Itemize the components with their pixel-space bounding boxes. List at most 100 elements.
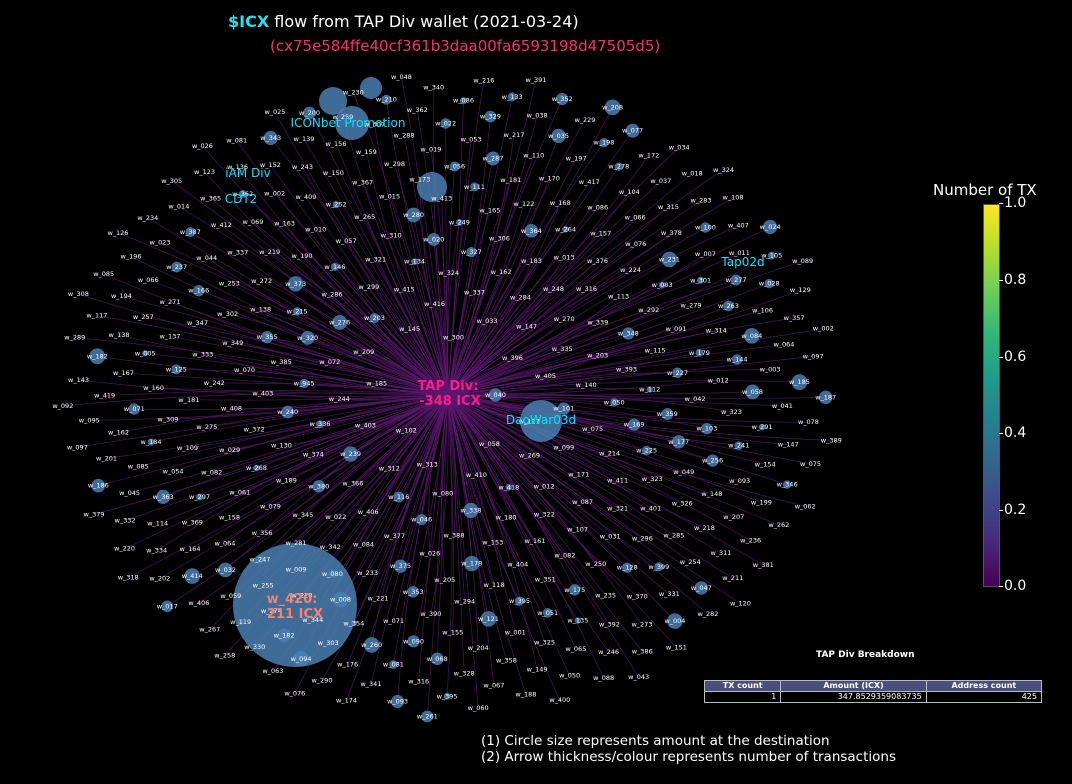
node-circle — [393, 491, 405, 503]
node-label: w_064 — [214, 540, 235, 548]
named-node-label: iAM Div — [225, 166, 270, 180]
node-label: w_186 — [88, 482, 109, 490]
node-circle — [261, 331, 274, 344]
edge-line — [303, 139, 449, 396]
edge-line — [62, 392, 449, 407]
edge-line — [129, 394, 449, 494]
edge-line — [447, 394, 676, 622]
node-label: w_044 — [196, 254, 217, 262]
node-label: w_004 — [664, 617, 685, 625]
edge-line — [447, 200, 702, 396]
edge-line — [159, 394, 449, 579]
note-arrow-thickness: (2) Arrow thickness/colour represents nu… — [481, 749, 896, 765]
node-label: w_219 — [259, 248, 280, 256]
node-label: w_390 — [420, 610, 441, 618]
node-label: w_287 — [482, 154, 503, 162]
node-label: w_357 — [784, 314, 805, 322]
node-label: w_019 — [420, 145, 441, 153]
node-label: w_116 — [388, 493, 409, 501]
node-label: w_194 — [111, 292, 132, 300]
node-label: w_086 — [587, 203, 608, 211]
node-label: w_187 — [815, 393, 836, 401]
node-circle — [701, 423, 713, 435]
edge-line — [104, 390, 449, 397]
node-label: w_264 — [555, 225, 576, 233]
node-label: w_393 — [616, 366, 637, 374]
edge-line — [77, 394, 449, 448]
node-label: w_082 — [201, 469, 222, 477]
node-label: w_166 — [188, 287, 209, 295]
node-label: w_259 — [332, 113, 353, 121]
node-label: w_273 — [631, 621, 652, 629]
node-label: w_181 — [178, 396, 199, 404]
node-label: w_168 — [550, 199, 571, 207]
node-circle — [667, 613, 683, 629]
edge-line — [426, 394, 449, 717]
node-label: w_075 — [800, 460, 821, 468]
node-circle — [661, 251, 678, 268]
node-label: w_026 — [419, 550, 440, 558]
node-label: w_185 — [366, 380, 387, 388]
node-label: w_079 — [260, 503, 281, 511]
node-circle — [486, 151, 500, 166]
node-label: w_062 — [795, 502, 816, 510]
node-label: w_064 — [773, 341, 794, 349]
node-circle — [599, 137, 609, 148]
node-label: w_178 — [461, 560, 482, 568]
node-label: w_373 — [285, 280, 306, 288]
node-circle — [731, 354, 743, 365]
edge-line — [362, 182, 449, 396]
node-label: w_338 — [460, 506, 481, 514]
node-label: w_037 — [650, 177, 671, 185]
node-circle — [218, 562, 233, 578]
node-label: w_112 — [639, 386, 660, 394]
node-label: w_292 — [638, 306, 659, 314]
node-label: w_419 — [94, 392, 115, 400]
node-label: w_285 — [663, 531, 684, 539]
node-label: w_099 — [553, 444, 574, 452]
node-circle — [627, 418, 641, 431]
node-label: w_228 — [291, 591, 312, 599]
edge-line — [446, 394, 453, 697]
edge-line — [447, 394, 639, 678]
node-label: w_297 — [189, 493, 210, 501]
node-label: w_139 — [293, 135, 314, 143]
node-label: w_086 — [453, 97, 474, 105]
edge-line — [121, 295, 449, 396]
node-label: w_067 — [483, 681, 504, 689]
node-label: w_089 — [792, 257, 813, 265]
node-label: w_184 — [141, 438, 162, 446]
node-label: w_324 — [438, 269, 459, 277]
node-label: w_009 — [286, 566, 307, 574]
node-label: w_032 — [215, 566, 236, 574]
node-label: w_211 — [722, 574, 743, 582]
node-label: w_367 — [352, 179, 373, 187]
node-label: w_353 — [403, 588, 424, 596]
edge-line — [97, 355, 449, 396]
node-label: w_358 — [496, 656, 517, 664]
node-label: w_344 — [302, 616, 323, 624]
edge-line — [352, 92, 449, 396]
node-label: w_359 — [657, 410, 678, 418]
edge-line — [447, 394, 764, 566]
node-label: w_414 — [182, 572, 203, 580]
node-label: w_038 — [527, 111, 548, 119]
edge-line — [403, 135, 449, 396]
node-label: w_286 — [322, 290, 343, 298]
edge-line — [447, 191, 630, 396]
node-label: w_247 — [249, 555, 270, 563]
edge-line — [447, 394, 709, 615]
node-circle — [381, 94, 392, 105]
node-label: w_231 — [659, 255, 680, 263]
node-label: w_028 — [759, 280, 780, 288]
edge-line — [260, 309, 449, 396]
node-label: w_203 — [587, 351, 608, 359]
node-label: w_216 — [473, 77, 494, 85]
node-label: w_197 — [566, 154, 587, 162]
node-label: w_071 — [383, 617, 404, 625]
node-label: w_300 — [443, 333, 464, 341]
edge-line — [416, 110, 449, 396]
node-circle — [332, 201, 340, 209]
node-circle — [745, 384, 760, 400]
node-label: w_026 — [192, 142, 213, 150]
